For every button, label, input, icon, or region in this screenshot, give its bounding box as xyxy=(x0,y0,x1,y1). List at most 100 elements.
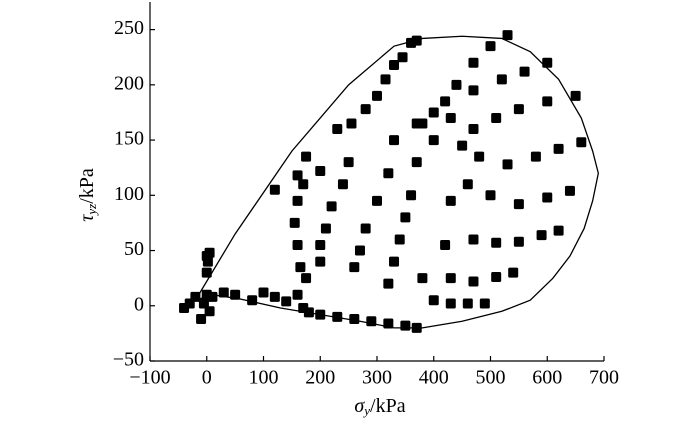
point xyxy=(383,168,394,179)
point xyxy=(315,240,326,251)
y-tick-label: 250 xyxy=(114,17,144,39)
point xyxy=(301,273,312,284)
point xyxy=(198,298,209,309)
point xyxy=(542,192,553,203)
point xyxy=(301,151,312,162)
point xyxy=(485,190,496,201)
point xyxy=(394,234,405,245)
point xyxy=(445,112,456,123)
point xyxy=(440,96,451,107)
y-axis-label: τyz/kPa xyxy=(76,168,99,222)
point xyxy=(343,157,354,168)
point xyxy=(354,245,365,256)
point xyxy=(428,295,439,306)
point xyxy=(542,96,553,107)
point xyxy=(462,298,473,309)
x-tick-label: 300 xyxy=(362,367,392,389)
point xyxy=(445,195,456,206)
point xyxy=(485,41,496,52)
point xyxy=(360,104,371,115)
point xyxy=(196,314,207,325)
point xyxy=(468,234,479,245)
point xyxy=(383,278,394,289)
x-tick-label: 700 xyxy=(589,367,619,389)
point xyxy=(292,195,303,206)
point xyxy=(400,212,411,223)
point xyxy=(468,57,479,68)
point xyxy=(315,309,326,320)
point xyxy=(397,52,408,63)
point xyxy=(190,291,201,302)
point xyxy=(349,262,360,273)
point xyxy=(269,184,280,195)
x-tick-label: −100 xyxy=(129,367,170,389)
point xyxy=(389,256,400,267)
x-axis-label: σy/kPa xyxy=(354,395,405,418)
point xyxy=(315,166,326,177)
point xyxy=(292,170,303,181)
point xyxy=(468,124,479,135)
point xyxy=(315,256,326,267)
x-tick-label: 400 xyxy=(419,367,449,389)
x-tick-label: 100 xyxy=(249,367,279,389)
point xyxy=(360,223,371,234)
point xyxy=(468,276,479,287)
point xyxy=(491,272,502,283)
x-tick-label: 200 xyxy=(305,367,335,389)
point xyxy=(303,307,314,318)
point xyxy=(474,151,485,162)
y-tick-label: 200 xyxy=(114,72,144,94)
point xyxy=(372,195,382,206)
point xyxy=(258,287,269,298)
point xyxy=(372,90,382,101)
point xyxy=(366,316,377,327)
point xyxy=(201,267,212,278)
point xyxy=(445,273,456,284)
point xyxy=(513,104,524,115)
point xyxy=(451,79,462,90)
point xyxy=(281,296,292,307)
point xyxy=(332,311,343,322)
point xyxy=(349,314,360,325)
point xyxy=(295,262,306,273)
point xyxy=(428,135,439,146)
point xyxy=(406,190,417,201)
point xyxy=(491,237,502,248)
point xyxy=(553,225,564,236)
point xyxy=(298,179,309,190)
point xyxy=(536,230,547,241)
envelope-line xyxy=(194,35,599,329)
point xyxy=(292,289,303,300)
point xyxy=(411,157,422,168)
point xyxy=(411,118,422,129)
point xyxy=(247,295,258,306)
point xyxy=(230,289,241,300)
point xyxy=(508,267,519,278)
point xyxy=(207,291,218,302)
x-tick-label: 0 xyxy=(202,367,212,389)
point xyxy=(462,179,473,190)
point xyxy=(326,201,337,212)
point xyxy=(417,273,428,284)
y-tick-label: 0 xyxy=(134,293,144,315)
x-tick-label: 500 xyxy=(476,367,506,389)
point xyxy=(479,298,490,309)
point xyxy=(445,298,456,309)
point xyxy=(332,124,343,135)
point xyxy=(289,217,300,228)
point xyxy=(570,90,581,101)
y-tick-label: 50 xyxy=(124,238,144,260)
point xyxy=(320,223,331,234)
point xyxy=(292,240,303,251)
point xyxy=(491,112,502,123)
point xyxy=(218,287,229,298)
point xyxy=(411,322,422,333)
point xyxy=(269,291,280,302)
point xyxy=(380,74,391,85)
y-tick-label: −50 xyxy=(113,349,144,371)
point xyxy=(204,306,215,317)
y-tick-label: 100 xyxy=(114,183,144,205)
point xyxy=(513,236,524,247)
point xyxy=(542,57,553,68)
